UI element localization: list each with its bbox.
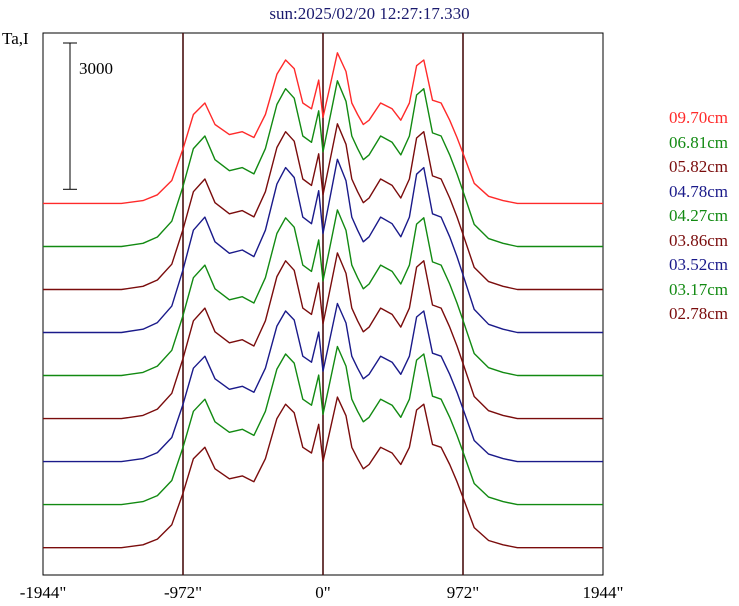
legend-item: 03.86cm <box>669 230 729 250</box>
series-line-02.78cm <box>43 396 603 549</box>
series-line-05.82cm <box>43 123 603 291</box>
series-line-04.27cm <box>43 209 603 377</box>
legend-item: 04.78cm <box>669 181 729 201</box>
x-tick-label: -972" <box>163 583 203 602</box>
legend-item: 09.70cm <box>669 108 729 127</box>
chart-title: sun:2025/02/20 12:27:17.330 <box>269 4 470 23</box>
legend: 09.70cm 06.81cm 05.82cm 04.78cm 04.27cm 03.86… <box>669 106 728 327</box>
legend-item: 04.27cm <box>669 206 729 225</box>
series-line-06.81cm <box>43 80 603 248</box>
legend-item: 02.78cm <box>669 304 729 323</box>
legend-item: 06.81cm <box>669 132 729 152</box>
legend-item: 03.17cm <box>669 279 729 299</box>
series-line-03.17cm <box>43 345 603 506</box>
series-line-03.86cm <box>43 252 603 420</box>
x-tick-label: 972" <box>446 583 480 602</box>
legend-item: 03.52cm <box>669 255 729 274</box>
series-line-04.78cm <box>43 158 603 334</box>
legend-item: 05.82cm <box>669 157 729 176</box>
y-axis-label: Ta,I <box>2 29 29 48</box>
x-tick-label: 0" <box>315 583 331 602</box>
scale-bar-label: 3000 <box>79 59 113 78</box>
x-tick-label: -1944" <box>19 583 67 602</box>
series-line-09.70cm <box>43 52 603 205</box>
series-line-03.52cm <box>43 302 603 463</box>
x-tick-label: 1944" <box>582 583 624 602</box>
